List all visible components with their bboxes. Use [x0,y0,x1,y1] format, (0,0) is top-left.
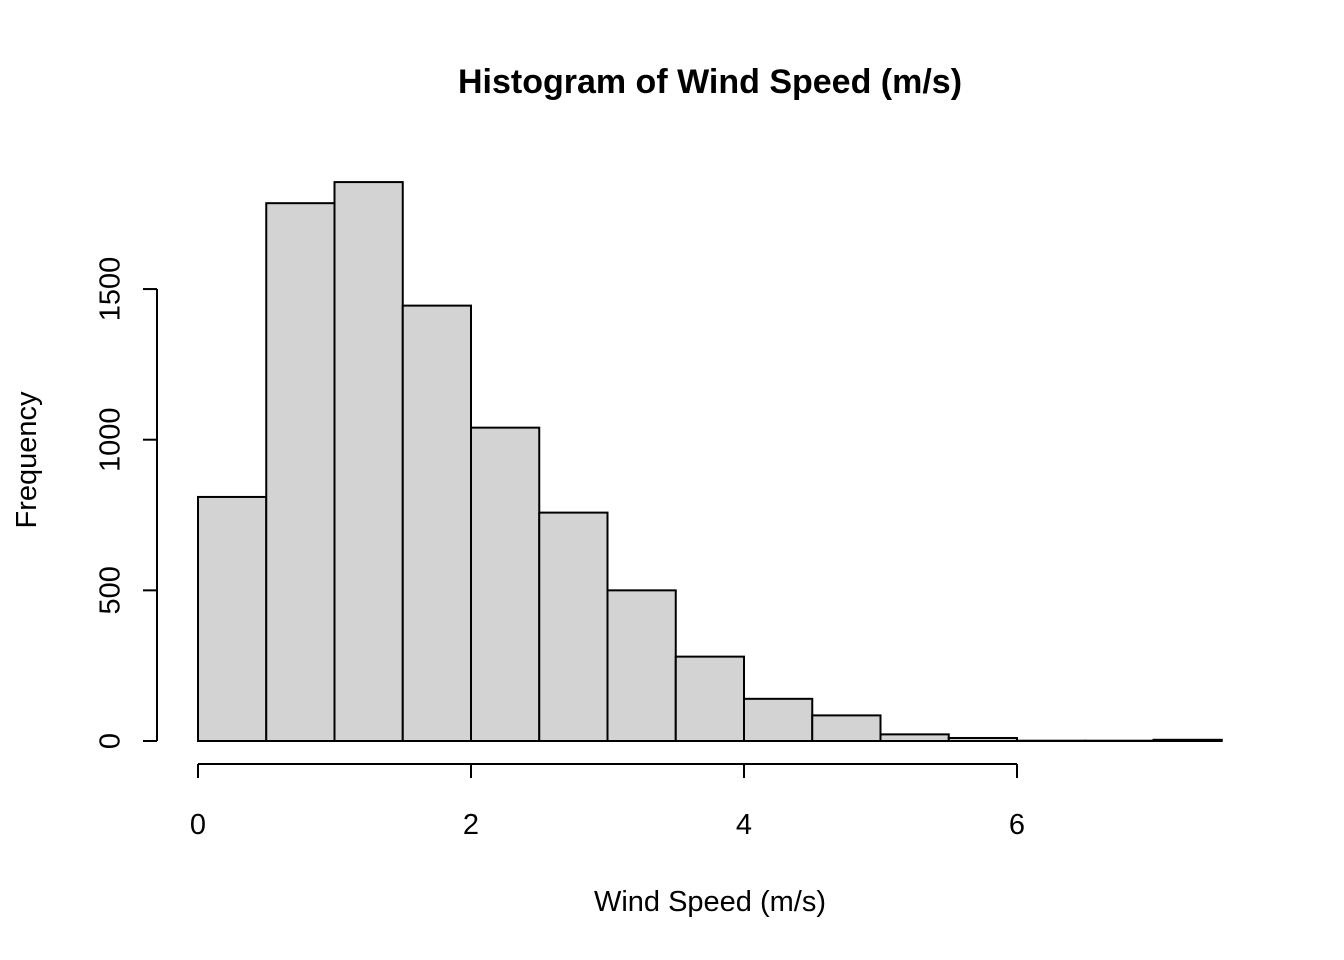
histogram-bar [538,511,609,743]
x-tick-label: 4 [736,809,752,841]
histogram-bar [333,181,404,742]
y-axis-label: Frequency [11,391,43,529]
histogram-bar [1152,738,1223,742]
y-tick-label: 500 [95,566,127,614]
histogram-bar [470,426,541,742]
chart-title: Histogram of Wind Speed (m/s) [458,63,962,101]
histogram-bar [401,304,472,742]
x-tick-label: 6 [1009,809,1025,841]
bars-group [197,181,1223,743]
histogram-bar [947,736,1018,742]
histogram-bar [674,655,745,742]
x-axis: 0 2 4 6 [190,763,1025,841]
y-tick-label: 1500 [95,257,127,322]
histogram-bar [879,733,950,742]
histogram-bar [265,202,336,742]
histogram-bar [811,714,882,743]
histogram-bar [606,589,677,742]
x-tick-label: 2 [463,809,479,841]
y-axis: 0 500 1000 1500 [95,257,158,749]
y-tick-label: 0 [95,733,127,749]
y-tick-label: 1000 [95,407,127,472]
x-tick-label: 0 [190,809,206,841]
histogram-bar [197,495,268,742]
x-axis-label: Wind Speed (m/s) [594,886,826,918]
histogram-bar [743,697,814,742]
